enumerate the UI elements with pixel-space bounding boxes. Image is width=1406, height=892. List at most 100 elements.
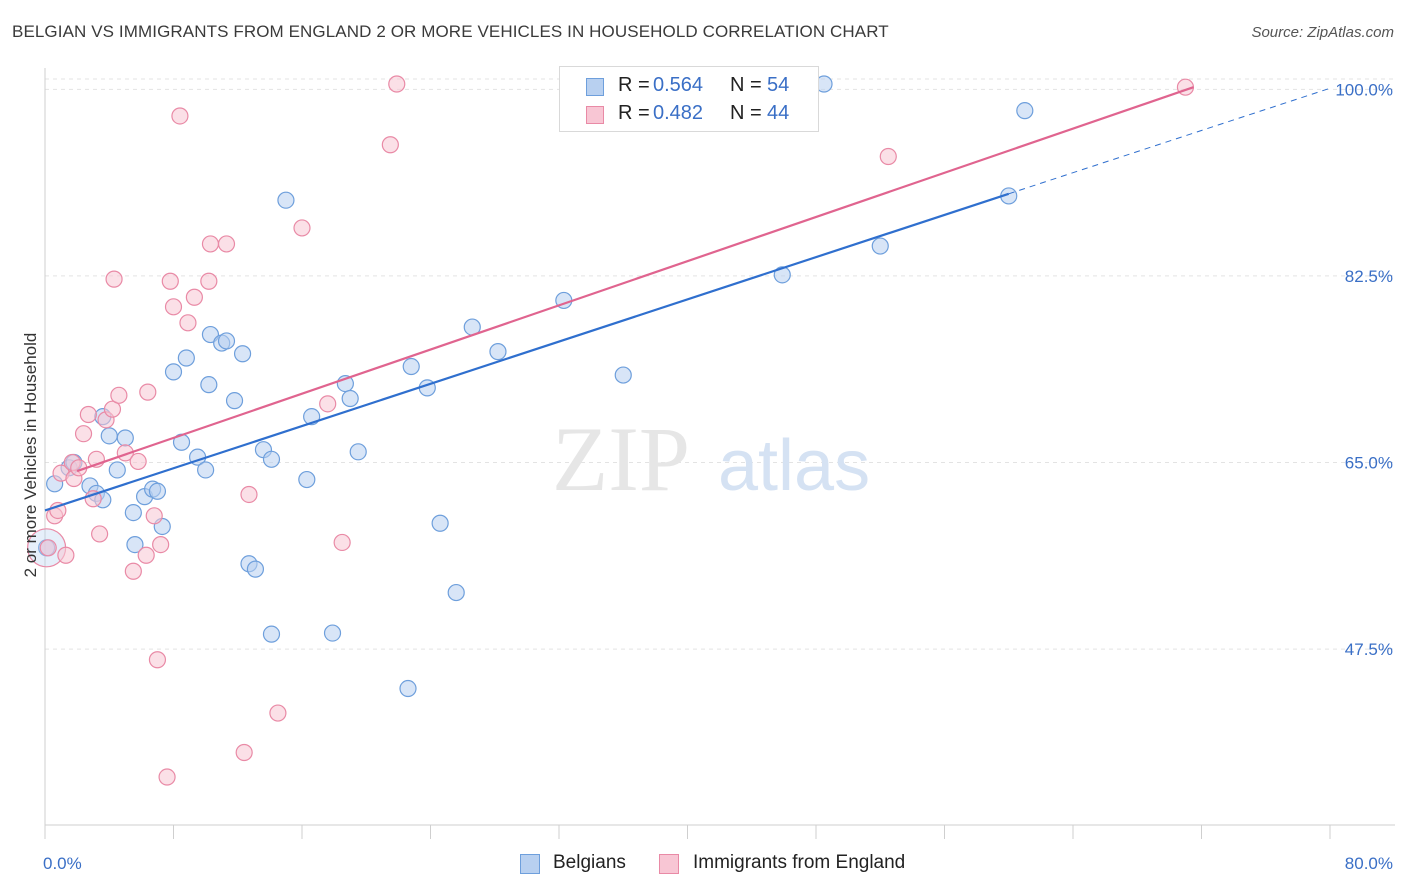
r-label: R = — [618, 102, 650, 124]
immigrants-point — [137, 546, 155, 564]
belgians-point — [233, 345, 252, 363]
r-label: R = — [618, 74, 650, 96]
belgians-points — [27, 75, 1034, 698]
legend-stats-row-belgians: R = 0.564 N = 54 — [560, 74, 818, 100]
r-value: 0.564 — [653, 74, 704, 96]
chart-source: Source: ZipAtlas.com — [1251, 24, 1394, 41]
belgians-point — [100, 427, 118, 445]
immigrants-point — [145, 507, 163, 525]
belgians-point — [447, 583, 465, 602]
immigrants-point — [148, 651, 167, 669]
belgians-point — [148, 482, 167, 500]
n-value: 44 — [767, 102, 790, 124]
tick-labels: 47.5% 65.0% 82.5% 100.0% 0.0% 80.0% — [43, 80, 1393, 873]
belgians-point — [217, 332, 236, 350]
watermark-atlas: atlas — [718, 426, 870, 506]
immigrants-point — [235, 743, 253, 762]
belgians-point — [126, 535, 144, 554]
belgians-point — [108, 461, 126, 479]
watermark-zip: ZIP — [552, 408, 690, 510]
immigrants-point — [240, 485, 258, 504]
belgians-point — [262, 625, 281, 643]
x-tick-label: 0.0% — [43, 854, 82, 873]
immigrants-point — [179, 314, 197, 332]
belgians-point — [277, 191, 295, 209]
immigrants-point — [201, 235, 220, 253]
immigrants-point — [388, 75, 406, 93]
belgians-legend-swatch — [520, 854, 540, 874]
belgians-point — [298, 470, 316, 489]
n-label: N = — [730, 102, 762, 124]
belgians-swatch — [586, 78, 604, 96]
belgians-point — [197, 461, 215, 479]
immigrants-point — [879, 147, 897, 166]
watermark: ZIP atlas — [552, 408, 870, 510]
legend-label-belgians: Belgians — [553, 852, 626, 873]
y-tick-label: 47.5% — [1345, 640, 1393, 659]
immigrants-point — [139, 383, 157, 401]
immigrants-point — [103, 400, 122, 418]
belgians-point — [225, 392, 244, 410]
immigrants-point — [79, 405, 97, 424]
immigrants-point — [381, 136, 399, 154]
immigrants-point — [333, 533, 351, 552]
immigrants-point — [217, 235, 236, 253]
trendline-immigrants — [76, 86, 1194, 473]
immigrants-point — [200, 272, 218, 290]
immigrants-point — [84, 490, 102, 508]
belgians-point — [200, 376, 218, 394]
y-axis-title: 2 or more Vehicles in Household — [21, 333, 40, 578]
immigrants-point — [129, 452, 147, 471]
belgians-point — [116, 429, 134, 447]
trendlines — [44, 86, 1331, 512]
immigrants-point — [57, 546, 75, 564]
belgians-point — [871, 237, 889, 255]
belgians-point — [349, 443, 367, 461]
belgians-point — [246, 560, 265, 578]
immigrants-point — [74, 425, 93, 443]
belgians-point — [773, 266, 791, 284]
legend-stats-row-immigrants: R = 0.482 N = 44 — [560, 102, 818, 128]
immigrants-point — [161, 272, 179, 290]
immigrants-legend-swatch — [659, 854, 679, 874]
belgians-point — [431, 514, 449, 532]
y-tick-label: 100.0% — [1335, 80, 1393, 99]
immigrants-point — [158, 768, 176, 786]
immigrants-point — [171, 107, 189, 125]
chart-title: BELGIAN VS IMMIGRANTS FROM ENGLAND 2 OR … — [12, 22, 889, 41]
r-value: 0.482 — [653, 102, 704, 124]
belgians-point — [124, 504, 142, 522]
immigrants-point — [319, 395, 337, 413]
legend-label-immigrants: Immigrants from England — [693, 852, 906, 873]
trendline-belgians-extension — [1008, 87, 1331, 195]
immigrants-point — [110, 386, 128, 404]
belgians-point — [614, 366, 632, 384]
immigrants-england-points — [39, 75, 1195, 786]
belgians-point — [489, 343, 507, 361]
y-tick-label: 82.5% — [1345, 267, 1393, 286]
axes — [44, 68, 1395, 839]
belgians-point — [164, 363, 183, 381]
belgians-point — [177, 349, 195, 367]
legend-stats: R = 0.564 N = 54 R = 0.482 N = 44 — [559, 66, 819, 132]
belgians-point — [341, 389, 359, 408]
trendline-belgians — [44, 192, 1010, 512]
immigrants-swatch — [586, 106, 604, 124]
n-label: N = — [730, 74, 762, 96]
immigrants-point — [124, 562, 142, 580]
belgians-point — [323, 624, 342, 642]
belgians-point — [402, 357, 420, 376]
belgians-point — [399, 679, 417, 698]
y-tick-label: 65.0% — [1345, 453, 1393, 472]
immigrants-point — [39, 539, 57, 557]
belgians-point — [1016, 102, 1034, 120]
immigrants-point — [91, 525, 109, 543]
immigrants-point — [152, 535, 170, 554]
immigrants-point — [164, 298, 183, 316]
immigrants-point — [105, 270, 123, 288]
x-tick-label: 80.0% — [1345, 854, 1393, 873]
immigrants-point — [269, 704, 287, 722]
n-value: 54 — [767, 74, 790, 96]
belgians-point — [262, 450, 281, 468]
